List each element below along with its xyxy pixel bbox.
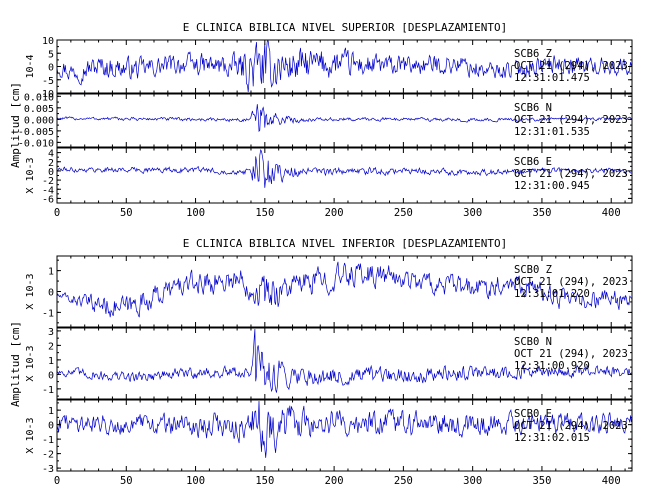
- station-label: SCB0 Z: [514, 264, 552, 276]
- panel-frame: [56, 327, 633, 400]
- station-label: SCB0 N: [514, 336, 552, 348]
- x-tick-label: 250: [394, 475, 413, 487]
- y-tick-label: -2: [42, 450, 54, 461]
- top-chart-ylabel: Amplitud [cm]: [9, 82, 22, 168]
- scale-label: 10-4: [25, 54, 36, 78]
- y-tick-label: 10: [42, 36, 54, 47]
- station-label: SCB6 E: [514, 156, 552, 168]
- y-tick-label: 0: [48, 167, 54, 178]
- station-label: SCB6 N: [514, 102, 552, 114]
- y-tick-label: 1: [48, 356, 54, 367]
- time-label: 12:31:01.475: [514, 72, 590, 84]
- y-tick-label: 1: [48, 406, 54, 417]
- time-label: 12:31:00.945: [514, 180, 590, 192]
- y-tick-label: 0.010: [24, 92, 54, 103]
- x-tick-label: 50: [120, 207, 133, 219]
- y-tick-label: 4: [48, 149, 54, 160]
- time-label: 12:31:01.220: [514, 288, 590, 300]
- y-tick-label: 0: [48, 421, 54, 432]
- x-tick-label: 200: [325, 207, 344, 219]
- waveform-line: [56, 400, 632, 458]
- station-label: SCB6 Z: [514, 48, 552, 60]
- panel-frame: [56, 93, 633, 148]
- scale-label: X 10-3: [25, 417, 36, 453]
- x-tick-label: 250: [394, 207, 413, 219]
- y-tick-label: -1: [42, 435, 54, 446]
- station-label: SCB0 E: [514, 408, 552, 420]
- y-tick-label: 0.005: [24, 104, 54, 115]
- date-label: OCT 21 (294), 2023: [514, 114, 628, 126]
- x-tick-label: 100: [186, 475, 205, 487]
- y-tick-label: 0: [48, 63, 54, 74]
- bottom-chart-ylabel: Amplitud [cm]: [9, 321, 22, 407]
- scale-label: X 10-3: [25, 157, 36, 193]
- x-tick-label: 0: [54, 207, 60, 219]
- x-tick-label: 350: [532, 207, 551, 219]
- time-label: 12:31:00.920: [514, 360, 590, 372]
- date-label: OCT 21 (294), 2023: [514, 276, 628, 288]
- x-tick-label: 300: [463, 207, 482, 219]
- date-label: OCT 21 (294), 2023: [514, 348, 628, 360]
- x-tick-label: 100: [186, 207, 205, 219]
- y-tick-label: -2: [42, 176, 54, 187]
- time-label: 12:31:02.015: [514, 432, 590, 444]
- date-label: OCT 21 (294), 2023: [514, 168, 628, 180]
- scale-label: X 10-3: [25, 273, 36, 309]
- waveform-line: [56, 328, 632, 393]
- y-tick-label: 0: [48, 288, 54, 299]
- y-tick-label: -0.005: [18, 127, 54, 138]
- x-tick-label: 0: [54, 475, 60, 487]
- x-tick-label: 200: [325, 475, 344, 487]
- y-tick-label: -5: [42, 76, 54, 87]
- y-tick-label: 1: [48, 267, 54, 278]
- y-tick-label: 3: [48, 327, 54, 338]
- x-tick-label: 150: [255, 475, 274, 487]
- date-label: OCT 21 (294), 2023: [514, 60, 628, 72]
- top-chart-title: E CLINICA BIBLICA NIVEL SUPERIOR [DESPLA…: [183, 21, 508, 34]
- y-tick-label: -3: [42, 464, 54, 475]
- x-tick-label: 350: [532, 475, 551, 487]
- x-tick-label: 150: [255, 207, 274, 219]
- y-tick-label: -4: [42, 185, 54, 196]
- scale-label: X 10-3: [25, 345, 36, 381]
- x-tick-label: 400: [602, 475, 621, 487]
- y-tick-label: -1: [42, 308, 54, 319]
- y-tick-label: -6: [42, 194, 54, 205]
- y-tick-label: -10: [36, 89, 54, 100]
- time-label: 12:31:01.535: [514, 126, 590, 138]
- y-tick-label: 0.000: [24, 115, 54, 126]
- y-tick-label: 5: [48, 49, 54, 60]
- x-tick-label: 400: [602, 207, 621, 219]
- waveform-line: [56, 261, 632, 318]
- waveform-line: [56, 40, 632, 93]
- y-tick-label: 2: [48, 158, 54, 169]
- date-label: OCT 21 (294), 2023: [514, 420, 628, 432]
- panel-frame: [56, 399, 633, 472]
- bottom-chart-title: E CLINICA BIBLICA NIVEL INFERIOR [DESPLA…: [183, 237, 508, 250]
- waveform-line: [56, 104, 632, 133]
- y-tick-label: -0.010: [18, 138, 54, 149]
- x-tick-label: 50: [120, 475, 133, 487]
- y-tick-label: 2: [48, 341, 54, 352]
- waveform-line: [56, 149, 632, 188]
- y-tick-label: 0: [48, 370, 54, 381]
- y-tick-label: -1: [42, 385, 54, 396]
- x-tick-label: 300: [463, 475, 482, 487]
